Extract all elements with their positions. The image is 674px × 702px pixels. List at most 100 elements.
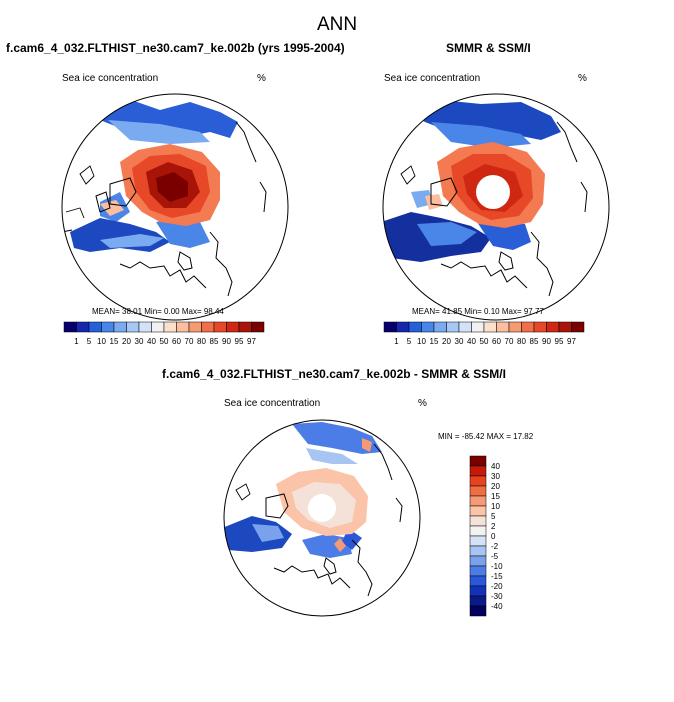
panel1-colorbar-swatch bbox=[201, 321, 215, 333]
panel3-colorbar-swatch bbox=[469, 515, 487, 527]
panel1-colorbar-swatch bbox=[63, 321, 77, 333]
panel2-colorbar-swatch bbox=[496, 321, 510, 333]
panel1-colorbar-tick-label: 90 bbox=[222, 337, 231, 346]
panel2-colorbar-tick-label: 70 bbox=[505, 337, 514, 346]
panel3-colorbar-swatch bbox=[469, 565, 487, 577]
panel3-var-label: Sea ice concentration bbox=[224, 398, 321, 409]
panel1-colorbar-tick-label: 1 bbox=[74, 337, 79, 346]
panel2-colorbar-swatch bbox=[396, 321, 410, 333]
panel1-stats: MEAN= 38.01 Min= 0.00 Max= 98.44 bbox=[92, 307, 224, 316]
panel2-colorbar-swatch bbox=[521, 321, 535, 333]
panel3-colorbar-swatch bbox=[469, 465, 487, 477]
panel2-var-label: Sea ice concentration bbox=[384, 73, 481, 84]
panel2-colorbar-tick-label: 30 bbox=[455, 337, 464, 346]
panel1-colorbar-tick-label: 97 bbox=[247, 337, 256, 346]
panel3-colorbar-swatch bbox=[469, 495, 487, 507]
panel1-colorbar-swatch bbox=[226, 321, 240, 333]
panel2-colorbar-tick-label: 15 bbox=[430, 337, 439, 346]
panel2-colorbar-swatch bbox=[471, 321, 485, 333]
panel3-colorbar-swatch bbox=[469, 525, 487, 537]
panel2-colorbar-swatch bbox=[571, 321, 585, 333]
panel3-colorbar-swatch bbox=[469, 595, 487, 607]
panel1-colorbar-tick-label: 95 bbox=[235, 337, 244, 346]
panel3-colorbar-swatch bbox=[469, 455, 487, 467]
panel1-colorbar-tick-label: 5 bbox=[87, 337, 92, 346]
panel3-colorbar-tick-label: 10 bbox=[491, 502, 500, 511]
panel3-colorbar-tick-label: -20 bbox=[491, 582, 503, 591]
panel1-colorbar-tick-label: 50 bbox=[160, 337, 169, 346]
panel3-title: f.cam6_4_032.FLTHIST_ne30.cam7_ke.002b -… bbox=[162, 367, 506, 381]
panel1-unit: % bbox=[257, 73, 266, 84]
panel3-colorbar-swatch bbox=[469, 555, 487, 567]
panel1-colorbar-swatch bbox=[151, 321, 165, 333]
panel2-colorbar-swatch bbox=[433, 321, 447, 333]
panel2-colorbar-swatch bbox=[421, 321, 435, 333]
panel3-colorbar-tick-label: 2 bbox=[491, 522, 496, 531]
panel2-colorbar-swatch bbox=[408, 321, 422, 333]
panel3-polar-map bbox=[223, 419, 421, 617]
panel3-colorbar-swatch bbox=[469, 545, 487, 557]
panel1-colorbar: 1 5 10 15 20 30 40 50 60 70 80 85 90 95 97 bbox=[63, 321, 265, 346]
panel2-title: SMMR & SSM/I bbox=[446, 41, 531, 55]
panel2-colorbar-tick-label: 80 bbox=[517, 337, 526, 346]
panel1-colorbar-swatch bbox=[126, 321, 140, 333]
panel1-colorbar-swatch bbox=[88, 321, 102, 333]
panel3-colorbar-tick-label: -40 bbox=[491, 602, 503, 611]
panel3-colorbar-tick-label: 30 bbox=[491, 472, 500, 481]
panel1-colorbar-swatch bbox=[113, 321, 127, 333]
panel3-colorbar-tick-label: 20 bbox=[491, 482, 500, 491]
panel3-colorbar-tick-label: -30 bbox=[491, 592, 503, 601]
panel2-colorbar-swatch bbox=[558, 321, 572, 333]
panel3-colorbar-swatch bbox=[469, 585, 487, 597]
panel1-colorbar-tick-label: 10 bbox=[97, 337, 106, 346]
panel2-colorbar: 1 5 10 15 20 30 40 50 60 70 80 85 90 95 97 bbox=[383, 321, 585, 346]
panel3-colorbar-tick-label: -2 bbox=[491, 542, 499, 551]
panel2-colorbar-tick-label: 1 bbox=[394, 337, 399, 346]
panel1-colorbar-swatch bbox=[163, 321, 177, 333]
panel3-colorbar-tick-label: -15 bbox=[491, 572, 503, 581]
panel2-colorbar-swatch bbox=[383, 321, 397, 333]
panel3-stats: MIN = -85.42 MAX = 17.82 bbox=[438, 432, 534, 441]
panel2-colorbar-tick-label: 60 bbox=[492, 337, 501, 346]
panel3-colorbar-swatch bbox=[469, 605, 487, 617]
panel1-colorbar-tick-label: 30 bbox=[135, 337, 144, 346]
panel2-colorbar-tick-label: 97 bbox=[567, 337, 576, 346]
panel2-polar-map bbox=[382, 93, 610, 321]
panel1-colorbar-swatch bbox=[213, 321, 227, 333]
panel1-title: f.cam6_4_032.FLTHIST_ne30.cam7_ke.002b (… bbox=[6, 41, 345, 55]
panel2-colorbar-tick-label: 20 bbox=[442, 337, 451, 346]
panel3-colorbar-swatch bbox=[469, 485, 487, 497]
panel2-colorbar-tick-label: 85 bbox=[530, 337, 539, 346]
panel1-colorbar-swatch bbox=[251, 321, 265, 333]
panel1-colorbar-swatch bbox=[176, 321, 190, 333]
panel2-colorbar-tick-label: 40 bbox=[467, 337, 476, 346]
panel2-stats: MEAN= 41.85 Min= 0.10 Max= 97.77 bbox=[412, 307, 544, 316]
panel1-colorbar-tick-label: 80 bbox=[197, 337, 206, 346]
panel2-colorbar-tick-label: 5 bbox=[407, 337, 412, 346]
panel2-colorbar-tick-label: 90 bbox=[542, 337, 551, 346]
main-title: ANN bbox=[316, 14, 358, 35]
panel2-colorbar-swatch bbox=[483, 321, 497, 333]
panel1-colorbar-tick-label: 15 bbox=[110, 337, 119, 346]
panel1-var-label: Sea ice concentration bbox=[62, 73, 159, 84]
panel2-colorbar-swatch bbox=[508, 321, 522, 333]
panel1-colorbar-tick-label: 20 bbox=[122, 337, 131, 346]
panel1-colorbar-tick-label: 70 bbox=[185, 337, 194, 346]
panel1-polar-map bbox=[61, 93, 289, 321]
panel3-colorbar-swatch bbox=[469, 535, 487, 547]
panel1-colorbar-tick-label: 60 bbox=[172, 337, 181, 346]
panel3-colorbar-swatch bbox=[469, 505, 487, 517]
panel3-unit: % bbox=[418, 398, 427, 409]
panel3-colorbar-swatch bbox=[469, 475, 487, 487]
panel1-colorbar-swatch bbox=[188, 321, 202, 333]
panel3-colorbar-tick-label: 40 bbox=[491, 462, 500, 471]
panel1-colorbar-swatch bbox=[138, 321, 152, 333]
panel3-colorbar-tick-label: -10 bbox=[491, 562, 503, 571]
panel2-colorbar-swatch bbox=[533, 321, 547, 333]
panel3-colorbar-tick-label: 0 bbox=[491, 532, 496, 541]
panel3-colorbar-swatch bbox=[469, 575, 487, 587]
panel2-colorbar-tick-label: 10 bbox=[417, 337, 426, 346]
panel2-colorbar-tick-label: 50 bbox=[480, 337, 489, 346]
panel2-unit: % bbox=[578, 73, 587, 84]
